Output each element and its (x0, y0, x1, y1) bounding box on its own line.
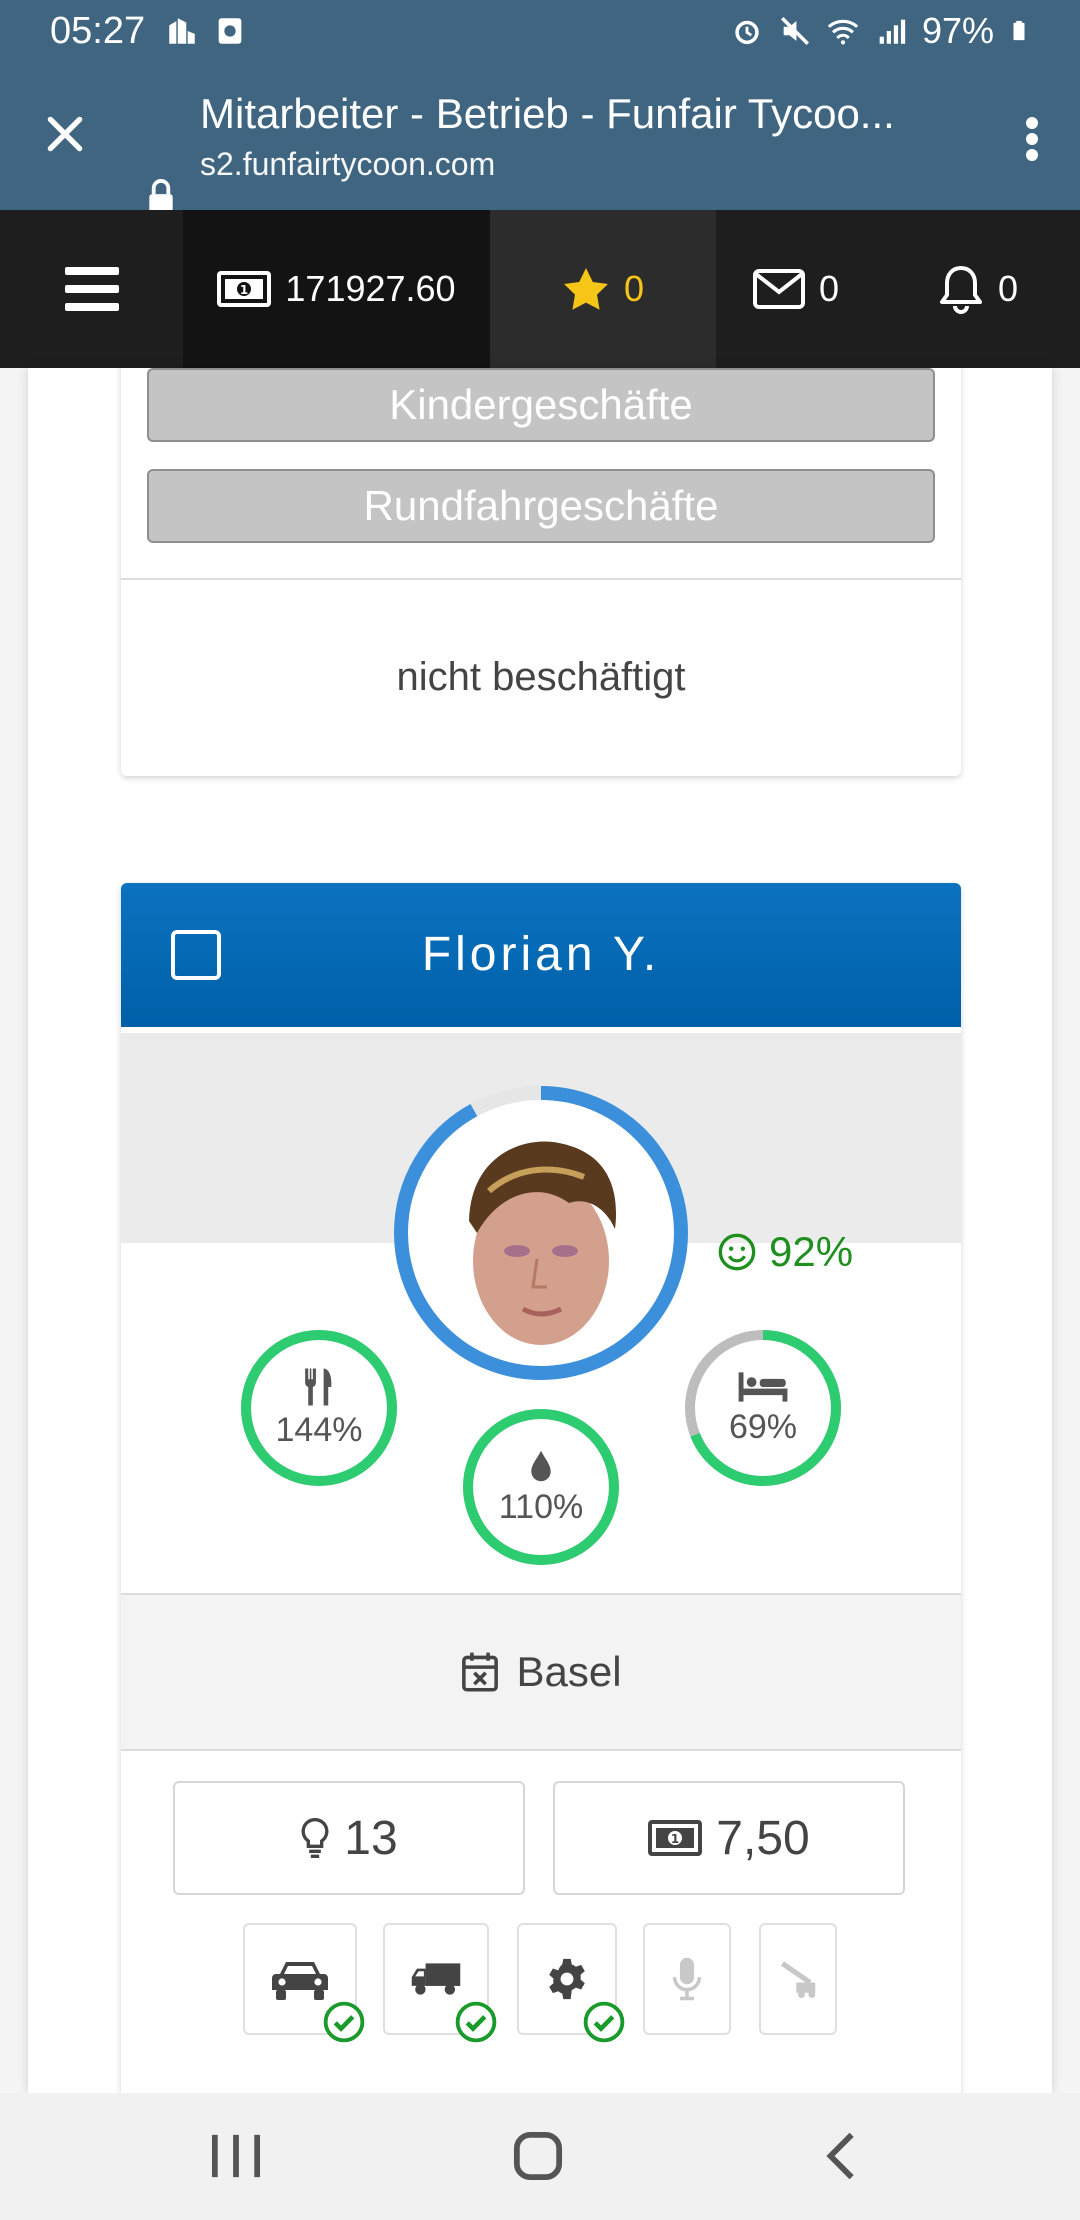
recent-apps-icon[interactable] (206, 2131, 266, 2181)
menu-button[interactable] (0, 210, 183, 368)
battery-icon (1013, 20, 1025, 41)
check-icon (583, 2001, 625, 2043)
skill-crane[interactable] (759, 1923, 837, 2035)
employee-card: Florian Y. 92% (121, 883, 961, 2093)
happiness-indicator: 92% (717, 1228, 853, 1276)
close-icon[interactable] (40, 109, 90, 159)
notifications-count: 0 (997, 268, 1019, 309)
lock-icon (149, 179, 173, 215)
employee-name: Florian Y. (421, 928, 661, 981)
mute-icon (780, 16, 809, 46)
money-display[interactable]: 1 171927.60 (183, 210, 490, 368)
home-icon[interactable] (508, 2131, 568, 2181)
buildings-icon (169, 18, 195, 44)
location-value: Basel (516, 1648, 622, 1695)
browser-toolbar: Mitarbeiter - Betrieb - Funfair Tycoo...… (0, 64, 1080, 215)
calendar-x-icon (462, 1652, 499, 1692)
sleep-arc (685, 1330, 841, 1486)
divider (121, 1749, 961, 1751)
status-bar: 05:27 97% (0, 0, 1080, 64)
face-image (419, 1111, 663, 1355)
truck-icon (411, 1963, 461, 1995)
check-icon (455, 2001, 497, 2043)
banknote-icon: 1 (217, 271, 272, 307)
page-title: Mitarbeiter - Betrieb - Funfair Tycoo... (200, 90, 895, 137)
bed-icon (738, 1371, 788, 1402)
happiness-value: 92% (769, 1228, 854, 1275)
microphone-icon (672, 1957, 702, 2001)
messages-button[interactable]: 0 (716, 210, 876, 368)
tag-rundfahrgeschaefte[interactable]: Rundfahrgeschäfte (147, 469, 935, 543)
drink-gauge: 110% (461, 1407, 621, 1567)
battery-percent: 97% (921, 10, 994, 51)
more-vertical-icon[interactable] (1024, 114, 1040, 164)
svg-text:1: 1 (240, 283, 248, 297)
bell-icon (939, 266, 982, 314)
select-checkbox[interactable] (171, 930, 221, 980)
food-gauge: 144% (239, 1328, 399, 1488)
wifi-icon (827, 19, 859, 45)
messages-count: 0 (818, 268, 840, 309)
android-navigation-bar (0, 2093, 1080, 2220)
banknote-icon: 1 (648, 1820, 703, 1856)
food-value: 144% (275, 1410, 363, 1449)
signal-icon (879, 19, 906, 44)
check-icon (323, 2001, 365, 2043)
employee-card-previous: Kindergeschäfte Rundfahrgeschäfte nicht … (121, 368, 961, 776)
drink-value: 110% (498, 1487, 584, 1526)
employee-header: Florian Y. (121, 883, 961, 1027)
happiness-arc (394, 1086, 688, 1380)
status-time: 05:27 (50, 10, 146, 52)
svg-text:1: 1 (671, 1832, 679, 1846)
skill-truck[interactable] (383, 1923, 497, 2043)
fork-knife-icon (305, 1368, 332, 1405)
location-bar: Basel (121, 1595, 961, 1749)
stars-display[interactable]: 0 (490, 210, 716, 368)
avatar[interactable] (419, 1111, 663, 1355)
crane-icon (780, 1961, 816, 1998)
divider (121, 578, 961, 580)
tag-kindergeschaefte[interactable]: Kindergeschäfte (147, 368, 935, 442)
alarm-icon (735, 20, 759, 45)
employment-status: nicht beschäftigt (396, 654, 686, 699)
page-content: Kindergeschäfte Rundfahrgeschäfte nicht … (28, 368, 1052, 2093)
skill-mechanic[interactable] (517, 1923, 625, 2043)
url-text[interactable]: s2.funfairtycoon.com (200, 146, 496, 182)
skill-points-box[interactable]: 13 (173, 1781, 525, 1895)
food-arc (241, 1330, 397, 1486)
car-icon (272, 1962, 328, 2000)
divider (121, 1593, 961, 1595)
sleep-value: 69% (728, 1407, 798, 1446)
envelope-icon (752, 269, 805, 309)
lightbulb-icon (301, 1817, 329, 1858)
drink-arc (463, 1409, 619, 1565)
star-icon (563, 268, 608, 310)
skill-announcer[interactable] (643, 1923, 731, 2035)
hamburger-icon (64, 267, 119, 311)
smiley-icon (718, 1233, 756, 1271)
skill-car[interactable] (243, 1923, 365, 2043)
sleep-gauge: 69% (683, 1328, 843, 1488)
skill-points-value: 13 (344, 1811, 398, 1865)
wage-box[interactable]: 1 7,50 (553, 1781, 905, 1895)
notifications-button[interactable]: 0 (876, 210, 1080, 368)
stars-value: 0 (623, 268, 645, 309)
back-icon[interactable] (812, 2131, 872, 2181)
game-navbar: 1 171927.60 0 0 0 (0, 210, 1080, 368)
water-drop-icon (531, 1450, 551, 1481)
gear-icon (549, 1958, 585, 2000)
screen-icon (218, 18, 242, 44)
wage-value: 7,50 (716, 1811, 810, 1865)
money-value: 171927.60 (285, 268, 456, 309)
